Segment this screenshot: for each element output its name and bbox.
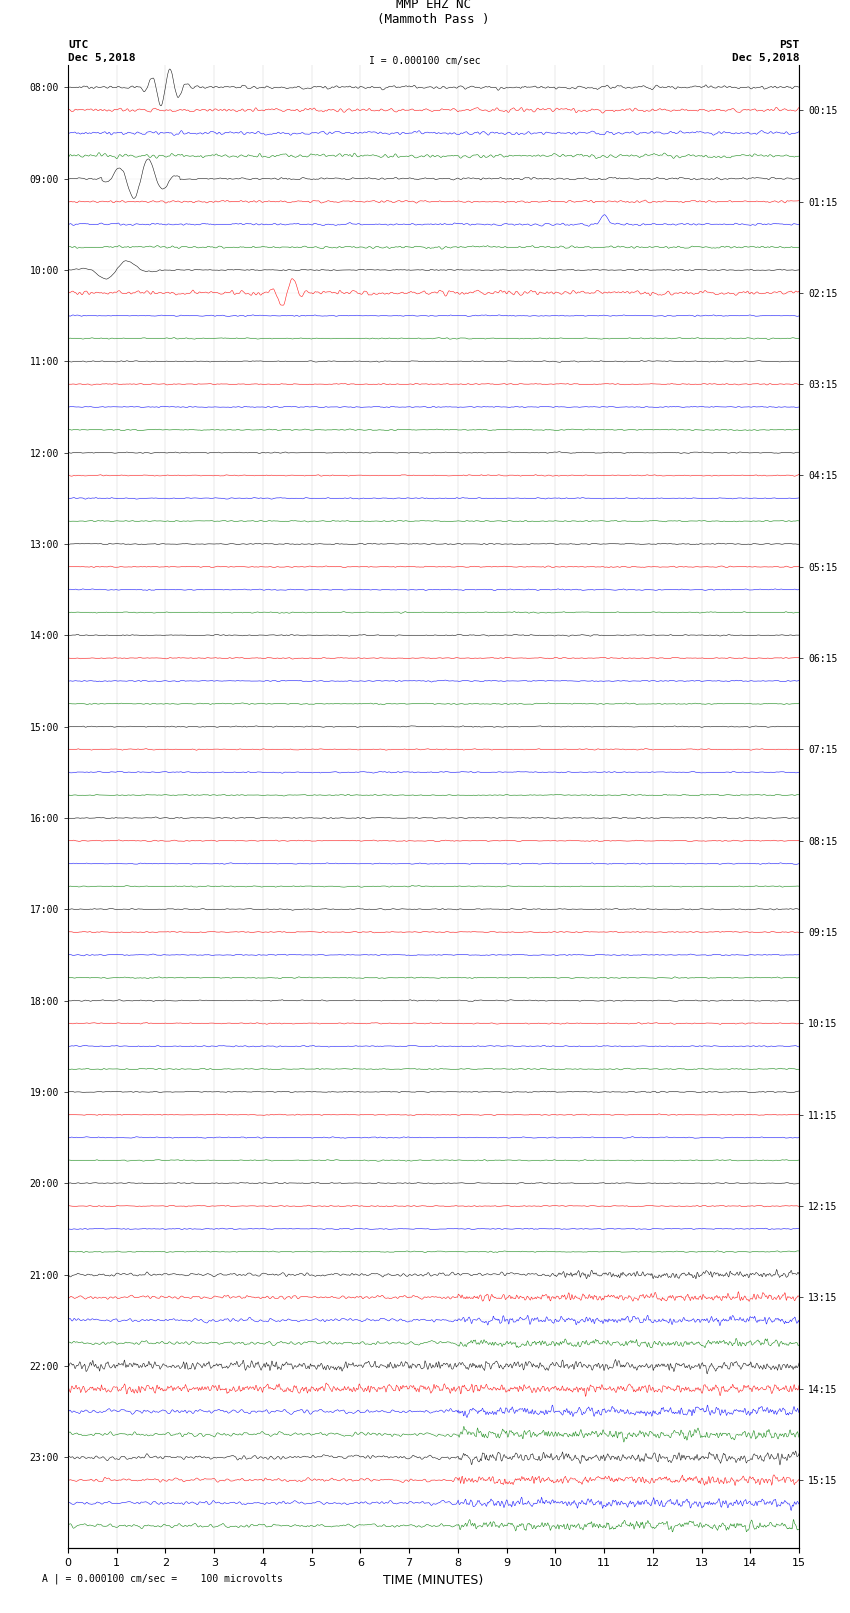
Text: UTC: UTC: [68, 40, 88, 50]
Title: MMP EHZ NC
(Mammoth Pass ): MMP EHZ NC (Mammoth Pass ): [377, 0, 490, 26]
Text: I = 0.000100 cm/sec: I = 0.000100 cm/sec: [369, 56, 481, 66]
Text: Dec 5,2018: Dec 5,2018: [732, 53, 799, 63]
Text: PST: PST: [779, 40, 799, 50]
Text: Dec 5,2018: Dec 5,2018: [68, 53, 135, 63]
X-axis label: TIME (MINUTES): TIME (MINUTES): [383, 1574, 484, 1587]
Text: A | = 0.000100 cm/sec =    100 microvolts: A | = 0.000100 cm/sec = 100 microvolts: [42, 1573, 283, 1584]
